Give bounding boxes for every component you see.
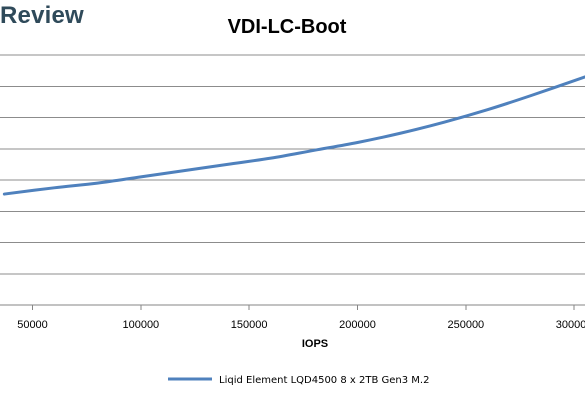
x-tick-label: 100000 <box>122 319 159 331</box>
legend: Liqid Element LQD4500 8 x 2TB Gen3 M.2 <box>168 375 429 386</box>
x-tick-label: 150000 <box>231 319 268 331</box>
x-axis-label: IOPS <box>302 338 328 350</box>
series-line <box>2 75 585 196</box>
brand-watermark: Review <box>0 2 84 29</box>
x-tick-label: 300000 <box>556 319 585 331</box>
series-group <box>2 75 585 196</box>
legend-label: Liqid Element LQD4500 8 x 2TB Gen3 M.2 <box>219 375 429 386</box>
chart-title: VDI-LC-Boot <box>228 16 347 38</box>
x-tick-label: 250000 <box>447 319 484 331</box>
x-tick-label: 50000 <box>17 319 48 331</box>
x-tick-label: 200000 <box>339 319 376 331</box>
x-axis-ticks: 50000 100000 150000 200000 250000 300000 <box>17 305 585 331</box>
gridlines <box>0 54 585 306</box>
